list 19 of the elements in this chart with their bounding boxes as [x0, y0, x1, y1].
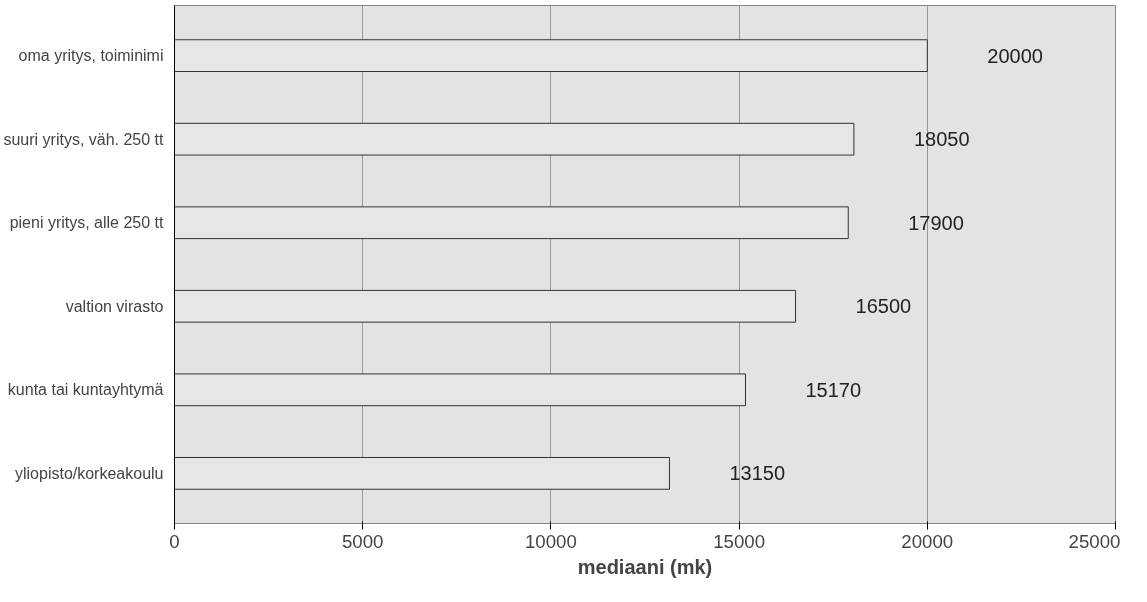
- data-label: 16500: [855, 295, 912, 318]
- x-tick-label: 0: [169, 530, 180, 552]
- data-label: 17900: [908, 211, 964, 234]
- y-tick-label: valtion virasto: [65, 297, 164, 315]
- x-tick-label: 20000: [901, 530, 954, 552]
- y-tick-label: pieni yritys, alle 250 tt: [9, 214, 165, 232]
- y-tick-label: oma yritys, toiminimi: [18, 47, 164, 65]
- data-label: 13150: [729, 462, 786, 485]
- y-tick-label: yliopisto/korkeakoulu: [14, 464, 164, 482]
- x-axis-title: mediaani (mk): [577, 555, 713, 578]
- data-label: 15170: [805, 378, 862, 401]
- data-label: 20000: [987, 44, 1043, 67]
- y-tick-label: suuri yritys, väh. 250 tt: [3, 130, 165, 148]
- x-tick-label: 5000: [341, 530, 384, 552]
- x-tick-label: 10000: [524, 530, 577, 552]
- x-tick-label: 25000: [1068, 530, 1121, 552]
- data-label: 18050: [913, 128, 970, 151]
- y-tick-label: kunta tai kuntayhtymä: [7, 381, 164, 399]
- x-tick-label: 15000: [713, 530, 766, 552]
